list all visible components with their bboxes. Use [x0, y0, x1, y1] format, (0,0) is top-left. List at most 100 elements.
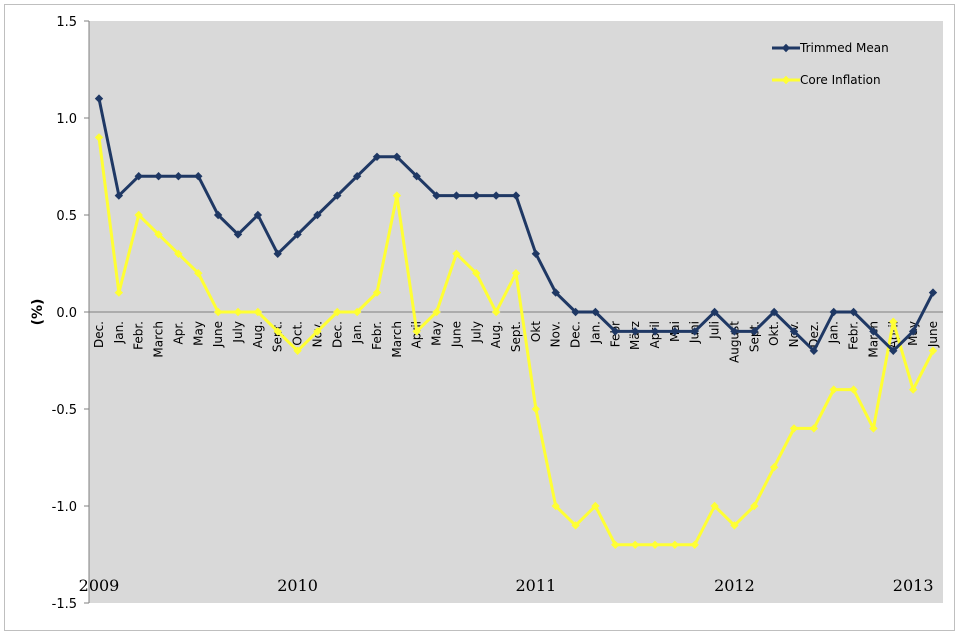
- x-tick-label: March: [152, 321, 166, 358]
- x-tick-label: Febr.: [132, 321, 146, 350]
- x-tick-label: June: [449, 321, 463, 348]
- data-point: [591, 307, 600, 317]
- data-point: [829, 307, 838, 317]
- data-point: [750, 501, 759, 511]
- data-point: [829, 385, 838, 394]
- y-tick-label: -0.5: [52, 403, 77, 418]
- x-tick-label: March: [390, 321, 404, 358]
- x-tick-label: Sept.: [509, 321, 523, 352]
- x-tick-label: July: [469, 321, 483, 344]
- data-point: [491, 191, 501, 200]
- data-point: [730, 327, 739, 336]
- data-point: [531, 249, 541, 258]
- data-point: [809, 346, 819, 355]
- data-point: [94, 94, 104, 103]
- data-point: [352, 307, 362, 317]
- data-point: [134, 210, 143, 220]
- data-point: [273, 249, 282, 258]
- data-point: [194, 172, 203, 181]
- y-tick-label: 0.5: [56, 209, 77, 224]
- data-point: [710, 307, 719, 317]
- year-label: 2012: [714, 576, 755, 595]
- x-tick-label: June: [211, 321, 225, 348]
- x-tick-label: Apr.: [171, 321, 185, 344]
- data-point: [392, 152, 402, 161]
- data-point: [94, 133, 104, 142]
- x-tick-label: Febr.: [847, 321, 861, 350]
- data-point: [769, 307, 779, 317]
- data-point: [611, 327, 620, 336]
- legend-marker-icon: [781, 75, 791, 85]
- data-point: [650, 327, 660, 336]
- data-point: [134, 172, 143, 181]
- data-point: [333, 307, 342, 317]
- data-point: [531, 404, 541, 414]
- data-point: [849, 307, 858, 317]
- x-tick-label: March: [866, 321, 880, 358]
- x-tick-label: Oct.: [291, 321, 305, 346]
- y-tick-label: -1.5: [52, 597, 77, 612]
- data-point: [432, 307, 441, 317]
- data-point: [372, 152, 382, 161]
- data-point: [472, 269, 481, 278]
- data-point: [889, 317, 898, 326]
- data-point: [273, 327, 282, 336]
- data-point: [928, 288, 938, 297]
- x-tick-label: Aug.: [489, 321, 503, 348]
- data-point: [611, 540, 620, 549]
- data-point: [452, 191, 461, 200]
- data-point: [233, 307, 243, 317]
- x-tick-label: Dec.: [569, 321, 583, 348]
- x-tick-label: Jan.: [827, 321, 841, 344]
- x-tick-label: Nov.: [549, 321, 563, 347]
- x-tick-label: Dec.: [92, 321, 106, 348]
- data-point: [650, 540, 660, 549]
- x-tick-label: Febr.: [370, 321, 384, 350]
- data-point: [213, 307, 223, 317]
- data-point: [750, 327, 759, 336]
- data-point: [730, 521, 739, 530]
- y-tick-label: 1.0: [56, 112, 77, 127]
- data-point: [571, 307, 580, 317]
- data-point: [511, 269, 521, 278]
- data-point: [869, 327, 878, 336]
- data-point: [789, 327, 799, 336]
- x-tick-label: June: [926, 321, 940, 348]
- data-point: [889, 346, 898, 355]
- data-point: [928, 346, 938, 355]
- data-point: [511, 191, 521, 200]
- x-tick-label: Jan.: [112, 321, 126, 344]
- y-axis-label: (%): [30, 299, 46, 326]
- data-point: [114, 288, 124, 297]
- year-label: 2009: [79, 576, 120, 595]
- data-point: [154, 172, 163, 181]
- year-label: 2011: [515, 576, 556, 595]
- data-point: [293, 346, 302, 355]
- data-point: [154, 230, 163, 239]
- data-point: [372, 288, 382, 297]
- data-point: [491, 307, 501, 317]
- y-tick-label: 0.0: [56, 306, 77, 321]
- x-tick-label: Okt: [529, 321, 543, 342]
- data-point: [452, 249, 461, 258]
- data-point: [114, 191, 124, 200]
- data-point: [313, 327, 322, 336]
- data-point: [233, 230, 243, 239]
- data-point: [174, 249, 183, 258]
- x-tick-label: Juli: [708, 321, 722, 340]
- year-label: 2013: [893, 576, 934, 595]
- y-tick-label: -1.0: [52, 500, 77, 515]
- x-tick-label: Dec.: [330, 321, 344, 348]
- data-point: [174, 172, 183, 181]
- data-point: [213, 210, 223, 220]
- data-point: [789, 424, 799, 433]
- data-point: [194, 269, 203, 278]
- data-point: [412, 172, 421, 181]
- data-point: [769, 463, 779, 472]
- data-point: [849, 385, 858, 394]
- data-point: [908, 385, 918, 394]
- data-point: [551, 501, 560, 511]
- data-point: [551, 288, 560, 297]
- data-point: [333, 191, 342, 200]
